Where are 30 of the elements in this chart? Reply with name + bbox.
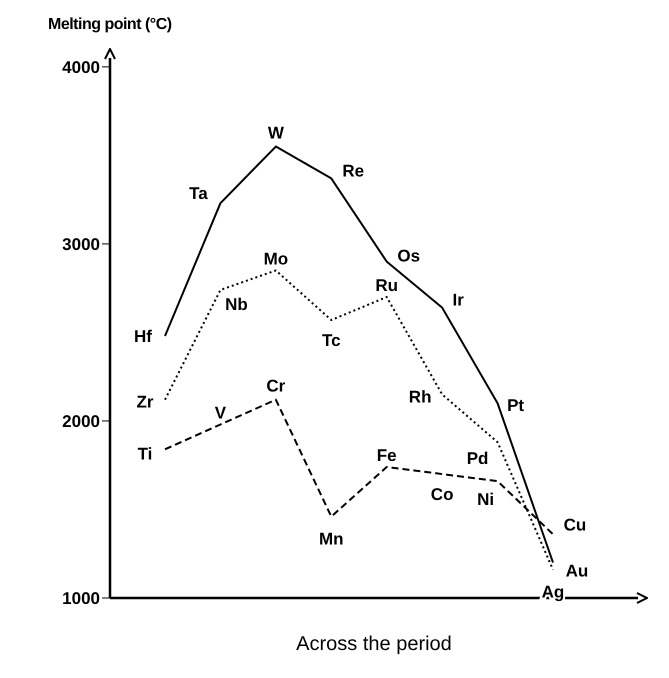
data-label: Mo [264,249,288,268]
y-tick-label: 1000 [62,589,100,608]
data-label: Mn [319,530,344,549]
data-label: Au [566,562,588,581]
data-label: Tc [322,331,341,350]
data-label: Cr [266,376,286,396]
data-label: Hf [134,326,152,346]
data-label: Ti [138,444,152,464]
data-label: Re [342,161,364,180]
data-label: Fe [376,446,397,465]
data-label: Pd [466,449,488,468]
data-label: V [214,403,227,422]
y-tick-label: 3000 [62,234,100,254]
y-tick-label: 2000 [62,412,100,431]
data-label: Ni [477,490,494,510]
data-label: Rh [408,387,432,406]
data-label: W [268,124,285,143]
data-label: Co [430,485,454,504]
data-label: Ta [189,184,208,204]
y-axis-title: Melting point (°C) [48,16,172,34]
data-label: Pt [507,396,524,416]
data-label: Ir [452,290,464,310]
data-label: Nb [225,294,248,314]
y-tick-label: 4000 [62,58,100,77]
data-label: Zr [136,392,154,412]
data-label: Ag [542,582,564,602]
data-label: Cu [564,515,586,534]
data-label: Ru [375,276,398,296]
data-label: Os [397,246,420,266]
x-axis-title: Across the period [296,633,452,655]
